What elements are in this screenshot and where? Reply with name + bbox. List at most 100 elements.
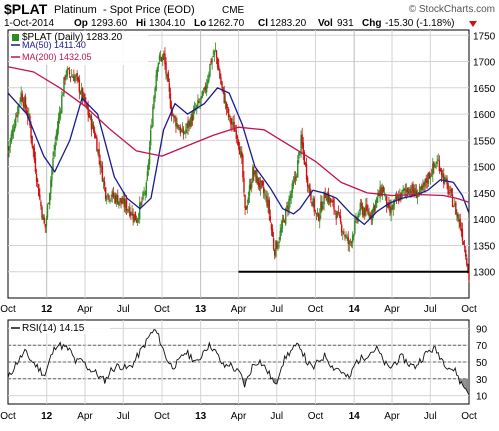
candle-body xyxy=(197,100,198,105)
candle-body xyxy=(297,160,298,177)
price-y-tick-label: 1300 xyxy=(473,268,496,279)
candle-body xyxy=(50,180,51,193)
candle-body xyxy=(76,73,77,77)
candle-body xyxy=(57,128,58,136)
candle-body xyxy=(283,218,284,219)
candle-body xyxy=(436,161,437,164)
candle-body xyxy=(38,184,39,196)
candle-body xyxy=(151,126,152,128)
candle-body xyxy=(46,218,47,226)
candle-body xyxy=(293,182,294,186)
close-value: 1283.20 xyxy=(270,18,307,29)
price-y-tick-label: 1550 xyxy=(473,136,496,147)
high-value: 1304.10 xyxy=(149,18,186,29)
candle-body xyxy=(95,136,96,138)
candle-body xyxy=(306,164,307,179)
candle-body xyxy=(341,224,342,232)
candle-body xyxy=(193,111,194,120)
candle-body xyxy=(221,81,222,87)
price-x-tick-label: Apr xyxy=(231,304,247,315)
candle-body xyxy=(170,93,171,108)
candle-body xyxy=(465,250,466,257)
candle-body xyxy=(28,113,29,116)
low-value: 1262.70 xyxy=(208,18,245,29)
price-x-tick-label: Oct xyxy=(308,304,324,315)
volume-value: 931 xyxy=(337,18,354,29)
candle-body xyxy=(303,142,304,152)
candle-body xyxy=(227,107,228,108)
candle-body xyxy=(218,66,219,71)
candle-body xyxy=(215,49,216,50)
candle-body xyxy=(340,216,341,222)
price-candle xyxy=(455,201,456,215)
rsi-y-tick-label: 30 xyxy=(476,375,488,386)
candle-body xyxy=(15,118,16,126)
candle-body xyxy=(185,129,186,133)
candle-body xyxy=(102,166,103,181)
price-y-tick-label: 1650 xyxy=(473,84,496,95)
candle-body xyxy=(173,114,174,117)
candle-body xyxy=(213,56,214,57)
candle-body xyxy=(333,199,334,209)
candle-body xyxy=(462,229,463,241)
candle-body xyxy=(270,216,271,221)
candle-body xyxy=(199,102,200,103)
candle-body xyxy=(37,180,38,182)
candle-body xyxy=(238,140,239,146)
candle-body xyxy=(35,158,36,172)
candle-body xyxy=(290,193,291,198)
open-label: Op xyxy=(74,18,88,29)
candle-body xyxy=(314,198,315,211)
candle-body xyxy=(69,70,70,74)
candle-body xyxy=(451,189,452,193)
candle-body xyxy=(39,195,40,200)
candle-body xyxy=(149,147,150,165)
instrument-subtitle: - Spot Price (EOD) xyxy=(103,4,195,16)
candle-body xyxy=(141,201,142,202)
candle-body xyxy=(211,59,212,63)
candle-body xyxy=(62,94,63,95)
candle-body xyxy=(152,107,153,126)
candle-body xyxy=(58,118,59,129)
candle-body xyxy=(93,125,94,131)
change-label: Chg xyxy=(362,18,381,29)
candle-body xyxy=(247,205,248,208)
candle-body xyxy=(321,202,322,211)
rsi-x-tick-label: Apr xyxy=(384,411,400,422)
candle-body xyxy=(366,204,367,209)
candle-body xyxy=(407,188,408,192)
price-candle xyxy=(63,77,64,97)
candle-body xyxy=(334,211,335,212)
candle-body xyxy=(277,245,278,247)
candle-body xyxy=(282,220,283,229)
brand-watermark: © StockCharts.com xyxy=(409,4,495,15)
candle-body xyxy=(59,113,60,119)
candle-body xyxy=(353,234,354,237)
candle-body xyxy=(137,218,138,222)
price-candle xyxy=(135,211,136,220)
open-value: 1293.60 xyxy=(91,18,128,29)
candle-body xyxy=(71,76,72,77)
price-x-tick-label: 13 xyxy=(195,304,207,315)
rsi-y-tick-label: 70 xyxy=(476,341,488,352)
candle-body xyxy=(68,68,69,69)
price-x-tick-label: Apr xyxy=(384,304,400,315)
candle-body xyxy=(74,76,75,82)
candle-body xyxy=(431,176,432,177)
candle-body xyxy=(460,219,461,227)
candle-body xyxy=(31,136,32,146)
instrument-name: Platinum xyxy=(54,4,97,16)
candle-body xyxy=(438,160,439,161)
rsi-legend-label: RSI(14) 14.15 xyxy=(22,323,85,334)
candle-body xyxy=(216,51,217,58)
candle-body xyxy=(457,214,458,219)
candle-body xyxy=(390,206,391,214)
price-x-tick-label: Apr xyxy=(77,304,93,315)
price-x-tick-label: Jul xyxy=(424,304,437,315)
price-x-tick-label: Jul xyxy=(270,304,283,315)
rsi-x-tick-label: 13 xyxy=(195,411,207,422)
candle-body xyxy=(214,51,215,56)
price-candle xyxy=(38,184,39,197)
ma50-legend-label: MA(50) 1411.40 xyxy=(22,40,86,50)
